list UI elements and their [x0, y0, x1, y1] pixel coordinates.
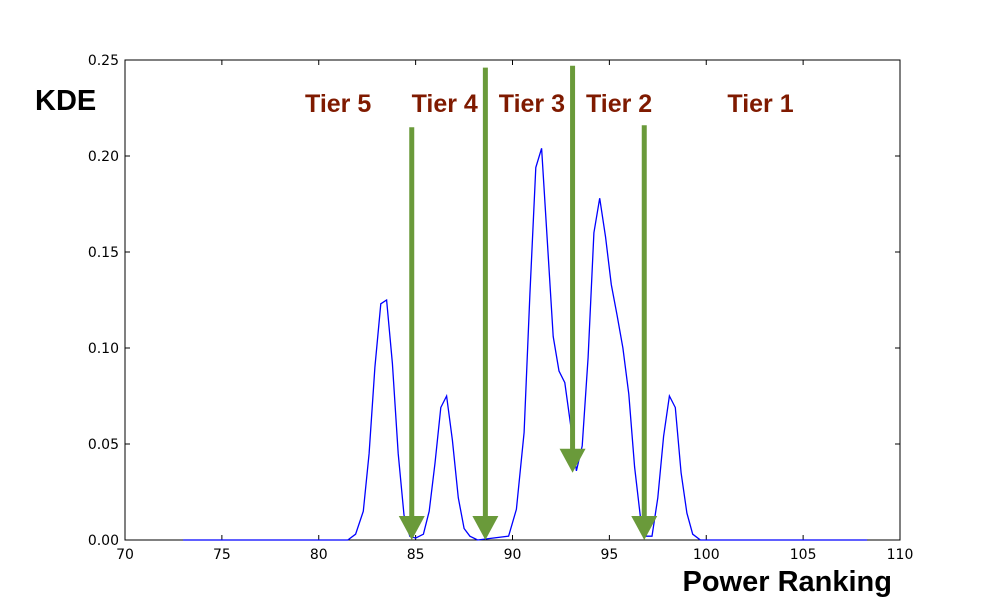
tier-label: Tier 3 — [499, 90, 565, 118]
x-axis-ticks: 70 75 80 85 90 95 100 105 110 — [116, 60, 913, 563]
tier-label: Tier 5 — [305, 90, 371, 118]
tier-arrow-head — [559, 448, 586, 473]
x-tick-label: 75 — [213, 547, 231, 563]
y-tick-label: 0.10 — [88, 341, 119, 357]
x-tick-label: 100 — [693, 547, 720, 563]
tier-arrow-head — [398, 516, 425, 540]
y-tick-label: 0.20 — [88, 149, 119, 165]
tier-label: Tier 1 — [727, 90, 793, 118]
x-tick-label: 80 — [310, 547, 328, 563]
y-tick-label: 0.25 — [88, 53, 119, 69]
tier-label: Tier 2 — [586, 90, 652, 118]
x-tick-label: 85 — [407, 547, 425, 563]
tier-labels: Tier 5 Tier 4 Tier 3 Tier 2 Tier 1 — [305, 90, 794, 118]
y-axis-ticks: 0.00 0.05 0.10 0.15 0.20 0.25 — [88, 53, 900, 549]
kde-series-line — [183, 148, 868, 541]
x-axis-title: Power Ranking — [683, 566, 893, 598]
y-tick-label: 0.15 — [88, 245, 119, 261]
x-tick-label: 70 — [116, 547, 134, 563]
tier-arrow-head — [472, 516, 499, 540]
x-tick-label: 110 — [887, 547, 914, 563]
y-tick-label: 0.05 — [88, 437, 119, 453]
tier-label: Tier 4 — [412, 90, 478, 118]
tier-arrow-head — [631, 516, 658, 540]
y-axis-title: KDE — [35, 85, 96, 117]
x-tick-label: 90 — [504, 547, 522, 563]
y-tick-label: 0.00 — [88, 533, 119, 549]
x-tick-label: 105 — [790, 547, 817, 563]
tier-boundary-arrows — [398, 65, 658, 540]
x-tick-label: 95 — [600, 547, 618, 563]
plot-area — [124, 59, 901, 541]
